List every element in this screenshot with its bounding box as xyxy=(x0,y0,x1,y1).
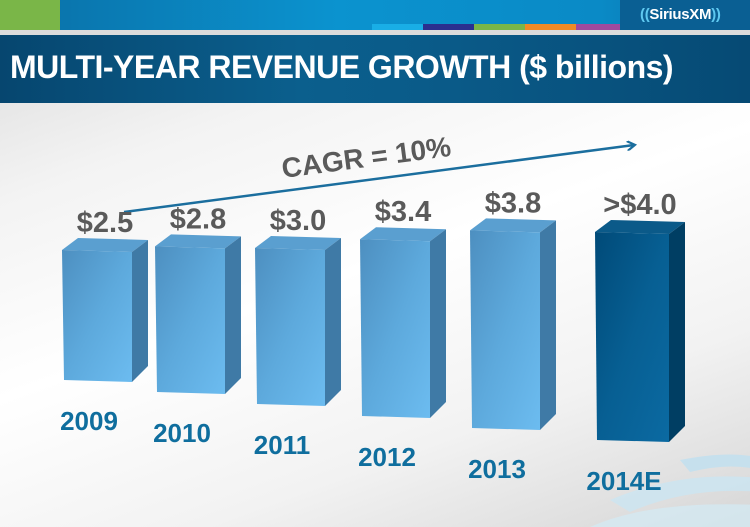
bar-side-face xyxy=(669,222,685,442)
value-label: $3.0 xyxy=(270,205,326,237)
bars-layer xyxy=(62,218,685,442)
bar-front-face xyxy=(255,248,325,406)
accent-bar-4 xyxy=(525,24,576,30)
bar-top-face xyxy=(360,227,446,242)
bar-top-face xyxy=(255,236,341,250)
bar-2013 xyxy=(470,218,556,430)
bar-2009 xyxy=(62,238,148,382)
bar-top-face xyxy=(470,218,556,233)
logo-wave-right-icon: )) xyxy=(711,6,721,23)
header-divider xyxy=(0,30,750,35)
bar-2012 xyxy=(360,227,446,418)
bar-2014E xyxy=(595,220,685,442)
bar-top-face xyxy=(62,238,148,252)
logo-text: SiriusXM xyxy=(649,6,712,23)
bar-front-face xyxy=(595,232,669,442)
logo-wave-left-icon: (( xyxy=(640,6,650,23)
value-label: $3.8 xyxy=(485,187,541,219)
value-labels-layer: $2.5 $2.8 $3.0 $3.4 $3.8 >$4.0 xyxy=(77,187,677,239)
x-tick-label: 2013 xyxy=(468,454,526,484)
decorative-wave-icon xyxy=(590,454,750,527)
accent-bar-5 xyxy=(576,24,625,30)
bar-front-face xyxy=(62,250,132,382)
year-labels-layer: 2009 2010 2011 2012 2013 2014E xyxy=(60,406,662,496)
x-tick-label: 2010 xyxy=(153,418,211,448)
brand-green-block xyxy=(0,0,60,30)
cagr-trend-arrow xyxy=(123,145,634,214)
accent-bar-3 xyxy=(474,24,525,30)
bar-front-face xyxy=(360,239,430,418)
value-label: $2.5 xyxy=(77,207,133,239)
bar-top-face xyxy=(595,220,685,234)
bar-2011 xyxy=(255,236,341,406)
title-banner: MULTI-YEAR REVENUE GROWTH ($ billions) xyxy=(0,35,750,103)
bar-side-face xyxy=(430,229,446,418)
accent-bar-2 xyxy=(423,24,474,30)
x-tick-label: 2012 xyxy=(358,442,416,472)
bar-2010 xyxy=(155,234,241,394)
value-label: >$4.0 xyxy=(603,189,676,221)
value-label: $3.4 xyxy=(375,196,431,228)
bar-front-face xyxy=(470,230,540,430)
bar-top-face xyxy=(155,234,241,249)
x-tick-label: 2009 xyxy=(60,406,118,436)
logo-panel xyxy=(620,0,750,30)
bar-front-face xyxy=(155,246,225,394)
siriusxm-logo: ((SiriusXM)) xyxy=(640,6,721,23)
page-title: MULTI-YEAR REVENUE GROWTH ($ billions) xyxy=(10,49,674,85)
accent-bar-1 xyxy=(372,24,423,30)
x-tick-label: 2014E xyxy=(586,466,661,496)
value-label: $2.8 xyxy=(170,203,226,235)
x-tick-label: 2011 xyxy=(254,430,310,460)
bar-side-face xyxy=(132,240,148,382)
bar-side-face xyxy=(225,236,241,394)
revenue-bar-chart: CAGR = 10% $2.5 $2.8 $3.0 $3.4 $3.8 >$4.0 200… xyxy=(60,131,750,527)
cagr-annotation: CAGR = 10% xyxy=(280,131,453,184)
bar-side-face xyxy=(325,238,341,406)
bar-side-face xyxy=(540,220,556,430)
